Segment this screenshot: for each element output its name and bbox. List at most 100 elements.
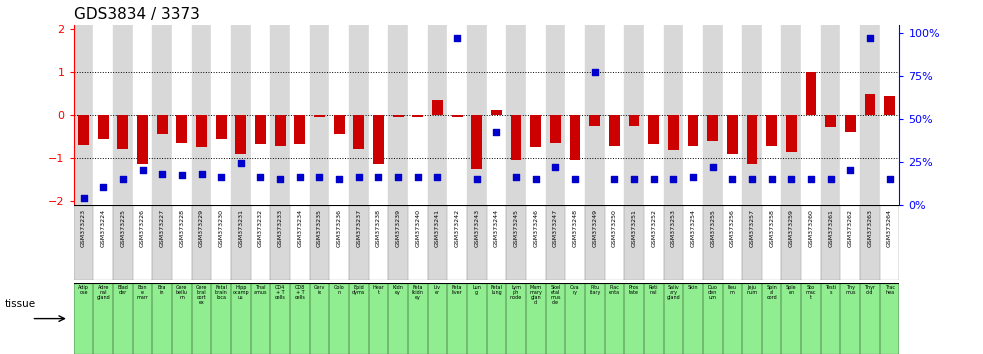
- Text: GSM373239: GSM373239: [395, 209, 401, 247]
- Bar: [236, 115, 246, 154]
- Text: GSM373238: GSM373238: [376, 209, 381, 247]
- Point: [430, 174, 445, 180]
- Bar: [255, 115, 265, 144]
- Bar: [329, 25, 349, 205]
- Text: tissue: tissue: [5, 299, 36, 309]
- Bar: [781, 25, 801, 205]
- Bar: [428, 25, 447, 205]
- Text: GSM373228: GSM373228: [179, 209, 185, 247]
- Point: [764, 176, 780, 182]
- Bar: [447, 25, 467, 205]
- Point: [803, 176, 819, 182]
- Text: GSM373227: GSM373227: [159, 209, 165, 247]
- Text: GSM373241: GSM373241: [434, 209, 440, 247]
- Bar: [585, 205, 605, 280]
- Point: [154, 171, 170, 176]
- Bar: [447, 205, 467, 280]
- Bar: [549, 115, 560, 143]
- Bar: [290, 25, 310, 205]
- Bar: [531, 115, 541, 147]
- Text: Saliv
ary
gland: Saliv ary gland: [666, 285, 680, 299]
- Bar: [683, 25, 703, 205]
- Bar: [565, 205, 585, 280]
- Text: Blad
der: Blad der: [117, 285, 129, 295]
- Text: GSM373242: GSM373242: [454, 209, 460, 247]
- Bar: [526, 205, 546, 280]
- Point: [587, 69, 603, 75]
- Bar: [707, 115, 718, 141]
- Text: Feta
lkidn
ey: Feta lkidn ey: [412, 285, 424, 299]
- Bar: [840, 205, 860, 280]
- Bar: [840, 25, 860, 205]
- Bar: [506, 205, 526, 280]
- Text: Jeju
num: Jeju num: [746, 285, 758, 295]
- Text: GSM373256: GSM373256: [729, 209, 735, 247]
- Text: Colo
n: Colo n: [334, 285, 344, 295]
- Text: GSM373251: GSM373251: [631, 209, 637, 247]
- Bar: [274, 115, 285, 146]
- Bar: [844, 115, 855, 132]
- Text: GSM373226: GSM373226: [140, 209, 145, 247]
- Bar: [546, 205, 565, 280]
- Bar: [703, 205, 723, 280]
- Point: [607, 176, 622, 182]
- Bar: [133, 25, 152, 205]
- Bar: [172, 205, 192, 280]
- Text: GSM373230: GSM373230: [218, 209, 224, 247]
- Bar: [172, 25, 192, 205]
- Bar: [687, 115, 698, 146]
- Text: GSM373249: GSM373249: [592, 209, 598, 247]
- Point: [312, 174, 327, 180]
- Text: Spin
al
cord: Spin al cord: [767, 285, 777, 299]
- Point: [390, 174, 406, 180]
- Bar: [880, 205, 899, 280]
- Text: Thyr
oid: Thyr oid: [864, 285, 876, 295]
- Bar: [270, 205, 290, 280]
- Bar: [467, 205, 487, 280]
- Text: Pros
tate: Pros tate: [629, 285, 639, 295]
- Text: GSM373231: GSM373231: [238, 209, 244, 247]
- Point: [213, 174, 229, 180]
- Bar: [74, 25, 93, 205]
- Point: [646, 176, 662, 182]
- Bar: [349, 25, 369, 205]
- Bar: [74, 205, 93, 280]
- Point: [528, 176, 544, 182]
- Point: [862, 35, 878, 40]
- Bar: [801, 205, 821, 280]
- Text: Sple
en: Sple en: [786, 285, 796, 295]
- Bar: [388, 25, 408, 205]
- Text: GSM373248: GSM373248: [572, 209, 578, 247]
- Bar: [369, 25, 388, 205]
- Bar: [785, 115, 796, 152]
- Point: [410, 174, 426, 180]
- Point: [95, 184, 111, 190]
- Bar: [152, 25, 172, 205]
- Point: [331, 176, 347, 182]
- Point: [135, 167, 150, 173]
- Point: [705, 164, 721, 170]
- Text: GSM373237: GSM373237: [356, 209, 362, 247]
- Bar: [644, 205, 664, 280]
- Text: Thy
mus: Thy mus: [845, 285, 855, 295]
- Bar: [762, 25, 781, 205]
- Bar: [373, 115, 383, 165]
- Text: Cerv
ix: Cerv ix: [314, 285, 325, 295]
- Point: [626, 176, 642, 182]
- Point: [842, 167, 858, 173]
- Bar: [333, 115, 344, 135]
- Bar: [648, 115, 659, 144]
- Text: GSM373245: GSM373245: [513, 209, 519, 247]
- Bar: [196, 115, 206, 147]
- Bar: [628, 115, 639, 126]
- Bar: [726, 115, 737, 154]
- Text: Lym
ph
node: Lym ph node: [510, 285, 522, 299]
- Bar: [353, 115, 364, 149]
- Bar: [408, 25, 428, 205]
- Bar: [432, 100, 442, 115]
- Text: Plac
enta: Plac enta: [608, 285, 620, 295]
- Text: GSM373258: GSM373258: [769, 209, 775, 247]
- Bar: [723, 25, 742, 205]
- Point: [882, 176, 897, 182]
- Bar: [211, 25, 231, 205]
